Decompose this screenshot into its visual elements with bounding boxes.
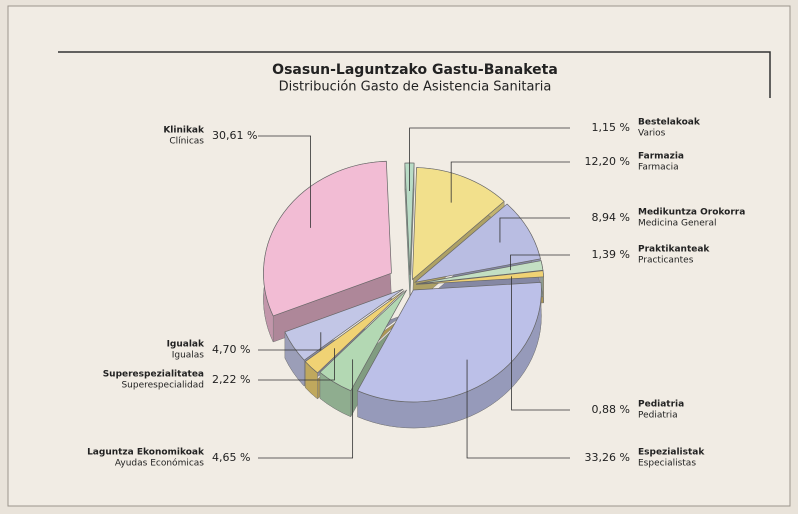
leader-line bbox=[409, 127, 570, 192]
category-label: Laguntza Ekonomikoak bbox=[87, 448, 205, 458]
slice bbox=[415, 260, 544, 285]
value-label: 30,61 % bbox=[212, 129, 257, 142]
subcategory-label: Superespecialidad bbox=[121, 381, 204, 391]
leader-line bbox=[510, 254, 570, 271]
category-label: Espezialistak bbox=[638, 448, 705, 458]
value-label: 1,15 % bbox=[592, 121, 630, 134]
slice bbox=[357, 282, 542, 403]
category-label: Bestelakoak bbox=[638, 118, 701, 128]
leader-line bbox=[258, 359, 354, 459]
subcategory-label: Igualas bbox=[172, 351, 205, 361]
value-label: 33,26 % bbox=[585, 451, 630, 464]
slice bbox=[284, 288, 404, 361]
value-label: 4,70 % bbox=[212, 343, 250, 356]
slice bbox=[415, 270, 545, 285]
pie-tops bbox=[263, 160, 545, 403]
subcategory-label: Varios bbox=[638, 129, 666, 139]
category-label: Igualak bbox=[167, 340, 205, 350]
title-box bbox=[58, 51, 771, 98]
subcategory-label: Pediatria bbox=[638, 411, 678, 421]
leader-line bbox=[466, 359, 570, 459]
value-label: 1,39 % bbox=[592, 248, 630, 261]
slice bbox=[263, 160, 392, 317]
chart-title: Osasun-Laguntzako Gastu-Banaketa bbox=[272, 62, 558, 78]
category-label: Klinikak bbox=[163, 126, 205, 136]
slice bbox=[412, 167, 505, 281]
value-label: 8,94 % bbox=[592, 211, 630, 224]
category-label: Medikuntza Orokorra bbox=[638, 208, 745, 218]
leader-line bbox=[258, 135, 312, 228]
slice bbox=[414, 203, 541, 283]
category-label: Superespezialitatea bbox=[103, 370, 204, 380]
leader-line bbox=[258, 332, 322, 351]
leader-line bbox=[511, 276, 570, 411]
category-label: Farmazia bbox=[638, 152, 684, 162]
value-label: 0,88 % bbox=[592, 403, 630, 416]
subcategory-label: Farmacia bbox=[638, 163, 679, 173]
subcategory-label: Clínicas bbox=[169, 137, 204, 147]
leader-line bbox=[499, 217, 570, 243]
subcategory-label: Medicina General bbox=[638, 219, 717, 229]
chart-subtitle: Distribución Gasto de Asistencia Sanitar… bbox=[279, 80, 552, 95]
slice bbox=[304, 290, 405, 374]
leader-line bbox=[450, 161, 570, 203]
subcategory-label: Ayudas Económicas bbox=[115, 458, 204, 469]
value-label: 2,22 % bbox=[212, 373, 250, 386]
subcategory-label: Especialistas bbox=[638, 459, 696, 469]
value-label: 12,20 % bbox=[585, 155, 630, 168]
category-label: Pediatria bbox=[638, 400, 684, 410]
leader-line bbox=[258, 348, 335, 381]
subcategory-label: Practicantes bbox=[638, 256, 694, 266]
category-label: Praktikanteak bbox=[638, 245, 710, 255]
slice bbox=[319, 289, 407, 392]
value-label: 4,65 % bbox=[212, 451, 250, 464]
